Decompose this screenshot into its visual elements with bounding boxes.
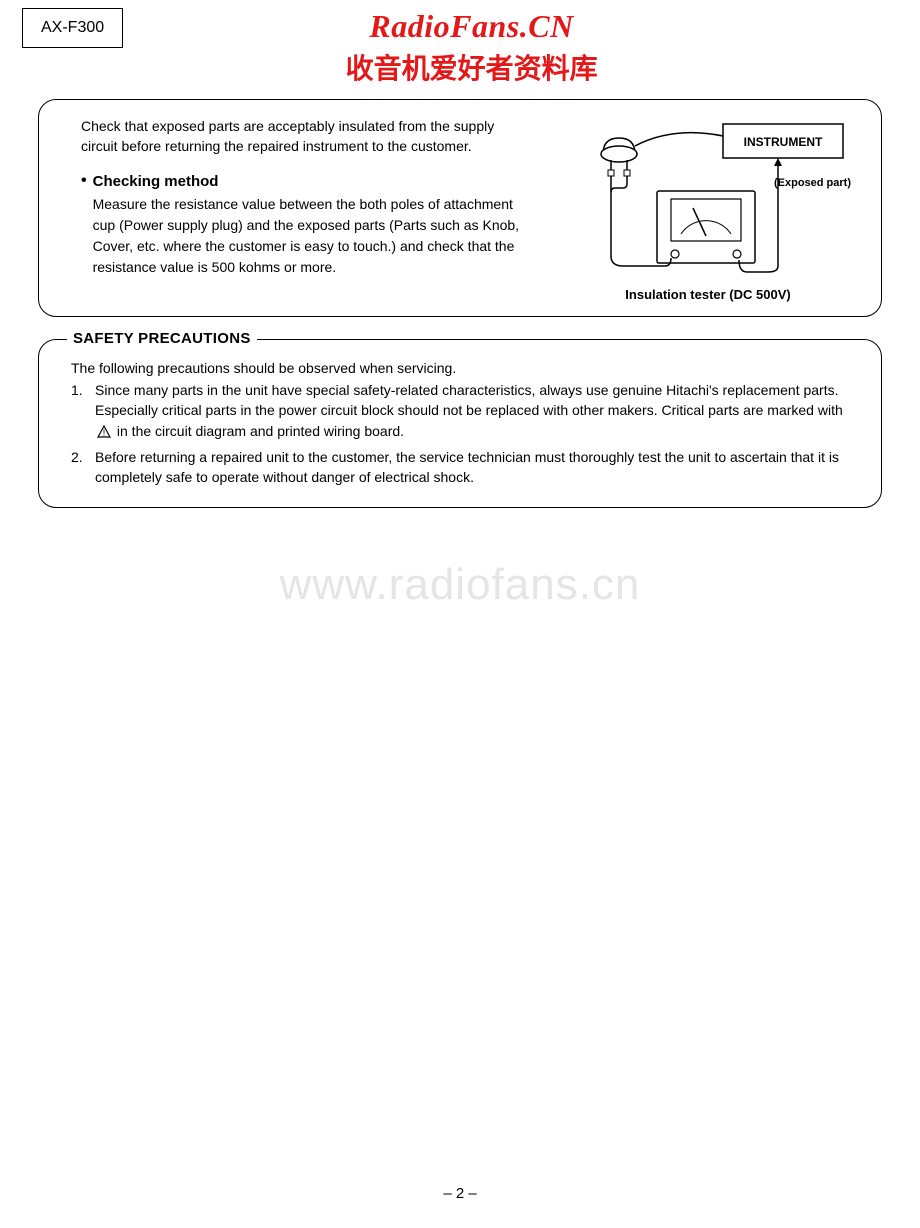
safety-item-2: 2. Before returning a repaired unit to t… [71,447,861,488]
title-block: RadioFans.CN 收音机爱好者资料库 [23,8,920,87]
safety-intro: The following precautions should be obse… [71,360,861,376]
bullet-icon: • [81,171,87,279]
warning-triangle-icon: ! [97,423,111,443]
chinese-subtitle: 收音机爱好者资料库 [23,47,920,87]
page-number: – 2 – [0,1185,920,1202]
list-text: Before returning a repaired unit to the … [95,447,861,488]
brand-title: RadioFans.CN [23,8,920,45]
checking-intro: Check that exposed parts are acceptably … [81,116,533,157]
diagram-column: INSTRUMENT (Exposed part) [553,116,863,302]
safety-text-after: in the circuit diagram and printed wirin… [117,423,404,439]
list-number: 2. [71,447,95,488]
safety-list: 1. Since many parts in the unit have spe… [71,380,861,487]
instrument-label: INSTRUMENT [744,135,823,149]
header: AX-F300 RadioFans.CN 收音机爱好者资料库 [0,0,920,87]
safety-heading: SAFETY PRECAUTIONS [67,330,257,347]
watermark: www.radiofans.cn [0,560,920,610]
list-number: 1. [71,380,95,443]
safety-text-before: Since many parts in the unit have specia… [95,382,843,418]
checking-text: Check that exposed parts are acceptably … [57,116,533,302]
checking-section: Check that exposed parts are acceptably … [38,99,882,317]
exposed-part-label: (Exposed part) [774,177,851,189]
checking-body: Measure the resistance value between the… [93,194,533,278]
list-text: Since many parts in the unit have specia… [95,380,861,443]
safety-item-1: 1. Since many parts in the unit have spe… [71,380,861,443]
safety-section: SAFETY PRECAUTIONS The following precaut… [38,339,882,508]
checking-heading: Checking method [93,171,533,193]
safety-text-before: Before returning a repaired unit to the … [95,449,839,485]
svg-text:!: ! [103,428,106,438]
diagram-caption: Insulation tester (DC 500V) [553,287,863,302]
insulation-tester-diagram: INSTRUMENT (Exposed part) [553,116,853,276]
